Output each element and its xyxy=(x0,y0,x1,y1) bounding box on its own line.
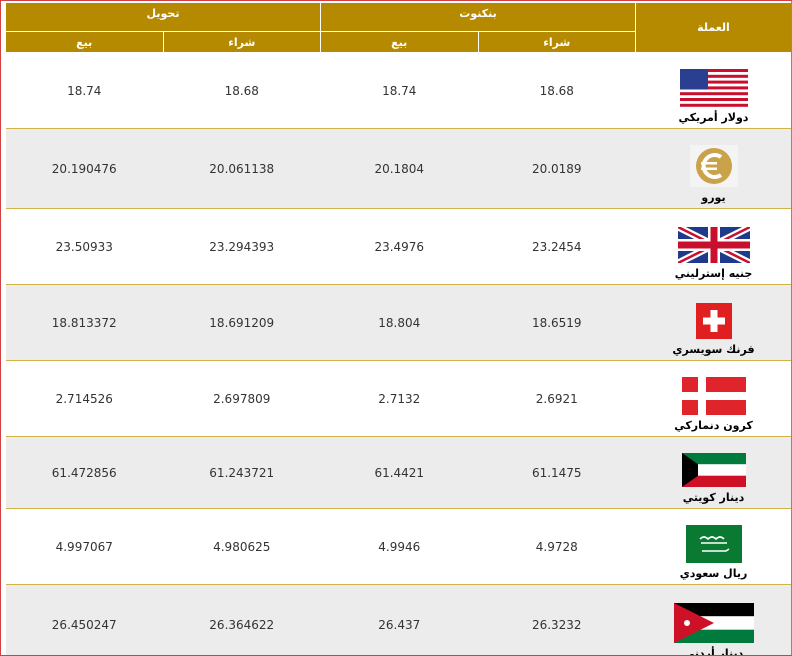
banknotes-sell-value: 18.804 xyxy=(320,284,478,361)
banknotes-sell-value: 26.437 xyxy=(320,584,478,655)
currency-cell: يورو xyxy=(635,128,791,209)
currency-cell: دولار أمريكي xyxy=(635,52,791,129)
banknotes-sell-header: بيع xyxy=(320,31,479,53)
table-row: فرنك سويسري 18.6519 18.804 18.691209 18.… xyxy=(5,284,791,361)
transfer-sell-value: 18.813372 xyxy=(5,284,163,361)
transfer-sell-value: 20.190476 xyxy=(5,128,163,209)
currency-name: فرنك سويسري xyxy=(672,343,755,356)
currency-name: جنيه إسترليني xyxy=(674,267,753,280)
banknotes-buy-value: 18.68 xyxy=(478,52,636,129)
transfer-sell-value: 61.472856 xyxy=(5,436,163,509)
currency-cell: جنيه إسترليني xyxy=(635,208,791,285)
table-row: كرون دنماركي 2.6921 2.7132 2.697809 2.71… xyxy=(5,360,791,437)
banknotes-buy-value: 26.3232 xyxy=(478,584,636,655)
banknotes-sell-value: 2.7132 xyxy=(320,360,478,437)
currency-name: كرون دنماركي xyxy=(674,419,753,432)
currency-cell: دينار أردني xyxy=(635,584,791,656)
currency-name: ريال سعودي xyxy=(679,567,748,580)
banknotes-buy-value: 61.1475 xyxy=(478,436,636,509)
transfer-sell-value: 2.714526 xyxy=(5,360,163,437)
transfer-buy-value: 18.691209 xyxy=(163,284,321,361)
banknotes-sell-value: 61.4421 xyxy=(320,436,478,509)
swiss-flag-icon xyxy=(695,303,732,339)
table-row: دولار أمريكي 18.68 18.74 18.68 18.74 xyxy=(5,52,791,129)
transfer-column-header: تحويل xyxy=(5,2,321,32)
saudi-flag-icon xyxy=(685,525,742,563)
currency-cell: كرون دنماركي xyxy=(635,360,791,437)
banknotes-buy-header: شراء xyxy=(477,31,636,53)
kuwait-flag-icon xyxy=(681,453,746,487)
table-row: جنيه إسترليني 23.2454 23.4976 23.294393 … xyxy=(5,208,791,285)
currency-name: يورو xyxy=(701,191,726,204)
banknotes-buy-value: 20.0189 xyxy=(478,128,636,209)
currency-cell: دينار كويتي xyxy=(635,436,791,509)
table-row: يورو 20.0189 20.1804 20.061138 20.190476 xyxy=(5,128,791,209)
currency-cell: فرنك سويسري xyxy=(635,284,791,361)
transfer-buy-header: شراء xyxy=(162,31,321,53)
currency-cell: ريال سعودي xyxy=(635,508,791,585)
transfer-buy-value: 26.364622 xyxy=(163,584,321,655)
table-row: ريال سعودي 4.9728 4.9946 4.980625 4.9970… xyxy=(5,508,791,585)
banknotes-sell-value: 18.74 xyxy=(320,52,478,129)
transfer-buy-value: 20.061138 xyxy=(163,128,321,209)
banknotes-buy-value: 18.6519 xyxy=(478,284,636,361)
transfer-sell-value: 4.997067 xyxy=(5,508,163,585)
currency-name: دولار أمريكي xyxy=(678,111,749,124)
banknotes-buy-value: 2.6921 xyxy=(478,360,636,437)
transfer-buy-value: 2.697809 xyxy=(163,360,321,437)
transfer-buy-value: 61.243721 xyxy=(163,436,321,509)
euro-icon xyxy=(689,145,738,187)
transfer-buy-value: 18.68 xyxy=(163,52,321,129)
us-flag-icon xyxy=(679,69,748,107)
banknotes-column-header: بنكنوت xyxy=(320,2,636,32)
banknotes-sell-value: 4.9946 xyxy=(320,508,478,585)
danish-flag-icon xyxy=(681,377,746,415)
table-row: دينار كويتي 61.1475 61.4421 61.243721 61… xyxy=(5,436,791,509)
transfer-sell-value: 23.50933 xyxy=(5,208,163,285)
transfer-buy-value: 23.294393 xyxy=(163,208,321,285)
transfer-sell-value: 18.74 xyxy=(5,52,163,129)
currency-name: دينار كويتي xyxy=(682,491,745,504)
currency-column-header: العملة xyxy=(635,2,791,53)
banknotes-sell-value: 20.1804 xyxy=(320,128,478,209)
banknotes-sell-value: 23.4976 xyxy=(320,208,478,285)
transfer-sell-header: بيع xyxy=(5,31,164,53)
jordan-flag-icon xyxy=(673,603,754,643)
transfer-sell-value: 26.450247 xyxy=(5,584,163,655)
banknotes-buy-value: 23.2454 xyxy=(478,208,636,285)
uk-flag-icon xyxy=(677,227,750,263)
transfer-buy-value: 4.980625 xyxy=(163,508,321,585)
banknotes-buy-value: 4.9728 xyxy=(478,508,636,585)
currency-name: دينار أردني xyxy=(683,647,744,656)
table-row: دينار أردني 26.3232 26.437 26.364622 26.… xyxy=(5,584,791,656)
exchange-rates-table: العملة بنكنوت تحويل شراء بيع شراء بيع xyxy=(5,2,791,656)
